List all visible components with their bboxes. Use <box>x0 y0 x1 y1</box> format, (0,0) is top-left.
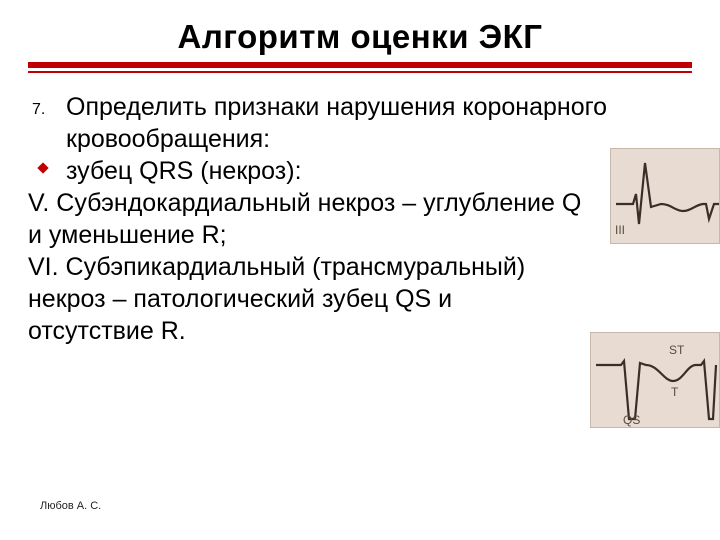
item-number: 7. <box>28 91 66 120</box>
ecg2-st-label: ST <box>669 343 684 357</box>
bullet-text: зубец QRS (некроз): <box>66 155 692 187</box>
diamond-bullet-icon <box>28 155 66 175</box>
paragraph-v: V. Субэндокардиальный некроз – углублени… <box>28 187 588 251</box>
ecg1-lead-label: III <box>615 223 625 237</box>
bullet-item: зубец QRS (некроз): <box>28 155 692 187</box>
ecg-trace-2 <box>596 361 716 419</box>
ecg-image-subepicardial: ST T QS <box>590 332 720 428</box>
title-block: Алгоритм оценки ЭКГ <box>28 18 692 56</box>
slide: Алгоритм оценки ЭКГ 7. Определить призна… <box>0 0 720 540</box>
underline-thin <box>28 71 692 73</box>
underline-thick <box>28 62 692 68</box>
title-underline <box>28 62 692 73</box>
ecg2-t-label: T <box>671 385 678 399</box>
numbered-item: 7. Определить признаки нарушения коронар… <box>28 91 692 155</box>
paragraph-vi: VI. Субэпикардиальный (трансмуральный) н… <box>28 251 558 347</box>
author-label: Любов А. С. <box>40 500 101 512</box>
ecg2-qs-label: QS <box>623 413 640 427</box>
item-text: Определить признаки нарушения коронарног… <box>66 91 692 155</box>
slide-title: Алгоритм оценки ЭКГ <box>28 18 692 56</box>
content-area: 7. Определить признаки нарушения коронар… <box>28 91 692 347</box>
ecg-image-subendocardial: III <box>610 148 720 244</box>
ecg-trace-1 <box>616 163 719 224</box>
